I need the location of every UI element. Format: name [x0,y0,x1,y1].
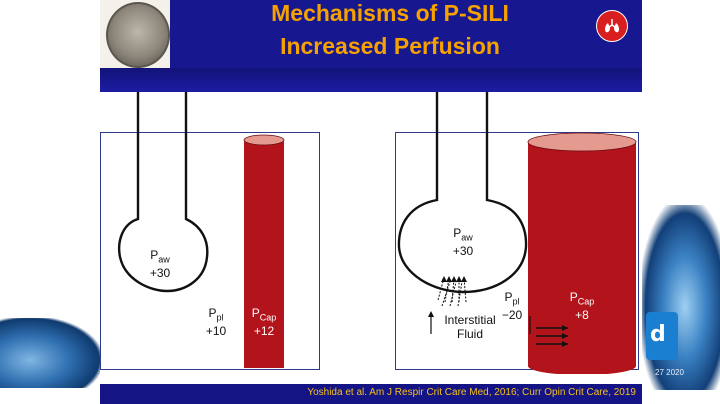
zoom-badge-icon: d [646,312,678,360]
left-pcap-label: PCap +12 [251,306,277,339]
right-ppl-label: Ppl −20 [501,290,523,323]
interstitial-fluid-label: Interstitial Fluid [444,313,496,341]
slide-title-line-1: Mechanisms of P-SILI [271,0,509,26]
citation-text: Yoshida et al. Am J Respir Crit Care Med… [307,387,636,398]
right-capillary [528,142,636,366]
left-ppl-label: Ppl +10 [205,306,227,339]
title-underline-bar [100,68,642,92]
lungs-icon [596,10,628,42]
logo-box [100,0,170,68]
left-paw-label: Paw +30 [149,248,171,281]
right-paw-label: Paw +30 [452,226,474,259]
water-splash-left [0,318,100,388]
slide-title-line-2: Increased Perfusion [280,33,500,59]
right-pcap-label: PCap +8 [569,290,595,323]
footer-bar: Yoshida et al. Am J Respir Crit Care Med… [100,384,642,404]
water-splash-right [642,205,720,390]
corner-date: 27 2020 [655,368,684,377]
title-bar [100,0,642,68]
right-panel-frame [395,132,639,370]
left-diagram [118,92,285,368]
university-seal-icon [106,2,170,68]
right-diagram [397,92,637,374]
left-capillary [244,140,284,368]
left-panel-frame [100,132,320,370]
slide: Mechanisms of P-SILI Increased Perfusion… [100,0,642,404]
